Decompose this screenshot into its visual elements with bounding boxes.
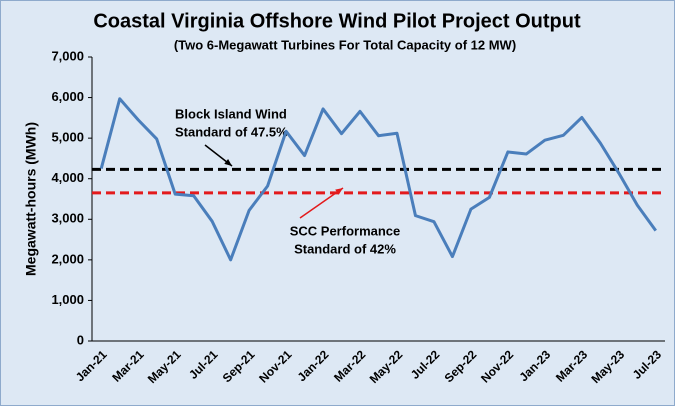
- x-tick-label: Mar-22: [331, 347, 368, 384]
- x-tick-label: Jul-23: [630, 347, 665, 382]
- y-tick-label: 1,000: [51, 292, 84, 307]
- y-tick-label: 3,000: [51, 211, 84, 226]
- y-tick-label: 0: [77, 332, 84, 347]
- x-tick-label: Mar-21: [109, 347, 146, 384]
- x-tick-label: Jan-22: [295, 347, 332, 384]
- y-tick-label: 4,000: [51, 170, 84, 185]
- x-tick-label: Nov-21: [256, 347, 294, 385]
- arrow-head: [335, 188, 343, 195]
- x-tick-label: Sep-22: [442, 347, 480, 385]
- y-tick-label: 7,000: [51, 48, 84, 63]
- y-tick-label: 2,000: [51, 251, 84, 266]
- x-tick-label: May-22: [367, 347, 406, 386]
- chart-subtitle: (Two 6-Megawatt Turbines For Total Capac…: [174, 37, 516, 52]
- arrow-head: [224, 159, 232, 166]
- x-tick-label: Sep-21: [220, 347, 258, 385]
- annotation: Standard of 47.5%: [175, 124, 288, 139]
- chart-title: Coastal Virginia Offshore Wind Pilot Pro…: [93, 10, 581, 32]
- x-tick-label: Mar-23: [553, 347, 590, 384]
- x-tick-label: Jul-21: [186, 347, 221, 382]
- annotation: Standard of 42%: [294, 241, 396, 256]
- y-tick-label: 6,000: [51, 89, 84, 104]
- x-tick-label: May-21: [145, 347, 184, 386]
- annotation-arrow: [299, 187, 344, 219]
- y-axis-label: Megawatt-hours (MWh): [23, 122, 39, 276]
- x-tick-label: Jul-22: [408, 347, 443, 382]
- x-tick-label: Jan-21: [73, 347, 110, 384]
- x-tick-label: Nov-22: [478, 347, 516, 385]
- annotation: Block Island Wind: [175, 106, 287, 121]
- x-tick-label: Jan-23: [516, 347, 553, 384]
- y-tick-label: 5,000: [51, 130, 84, 145]
- annotation: SCC Performance: [290, 223, 401, 238]
- data-line: [99, 97, 657, 262]
- x-tick-label: May-23: [588, 347, 627, 386]
